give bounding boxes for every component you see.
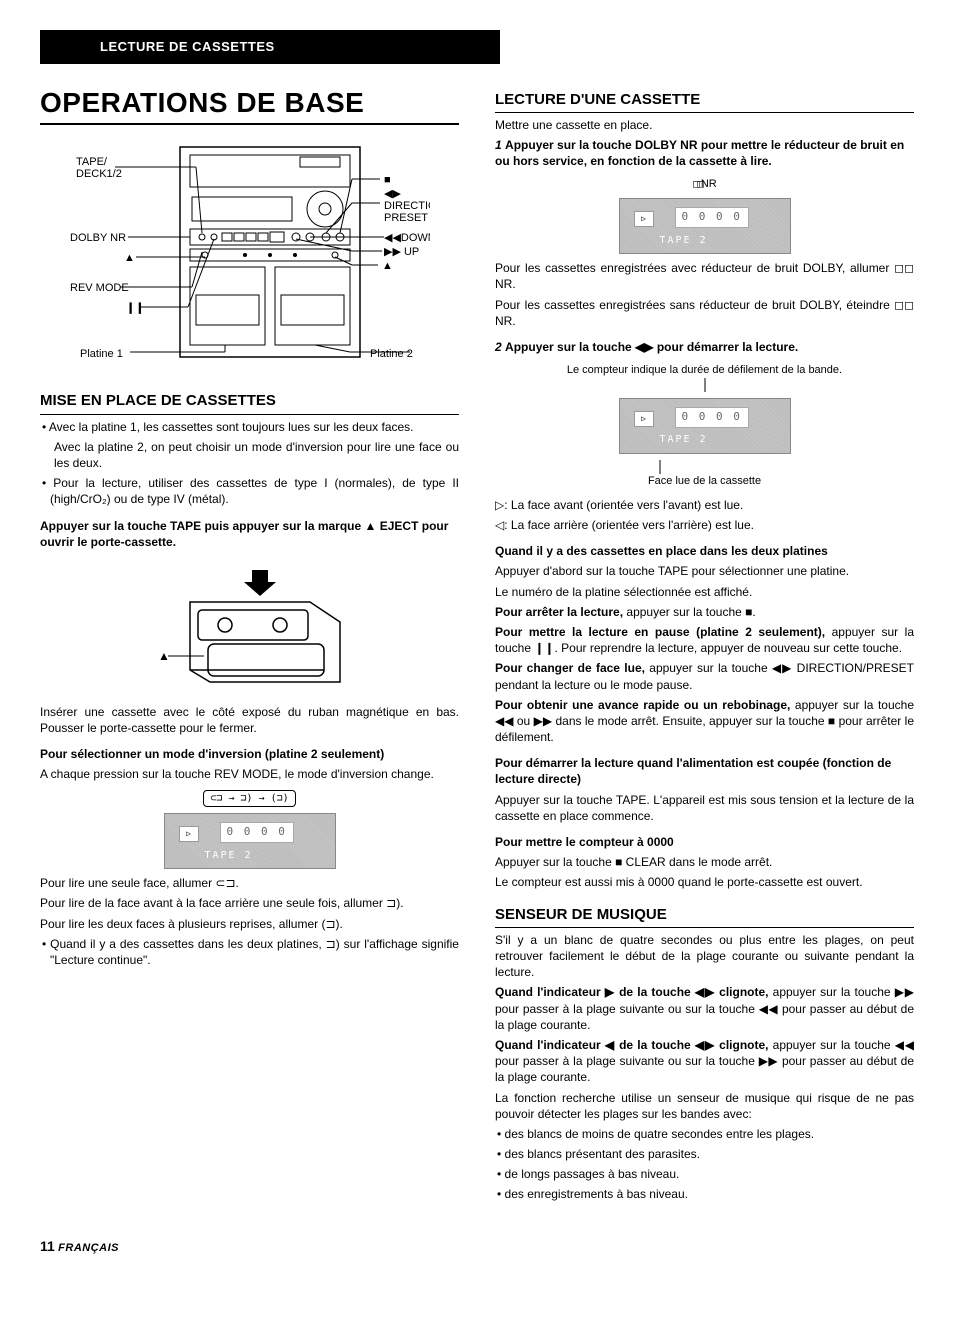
device-diagram: TAPE/ DECK1/2 DOLBY NR ▲ REV MODE ❙❙ Pla… [40, 137, 459, 377]
text-single-side: Pour lire une seule face, allumer ⊂⊐. [40, 875, 459, 891]
text-platine2-note: Avec la platine 2, on peut choisir un mo… [40, 439, 459, 471]
step-1: 1 Appuyer sur la touche DOLBY NR pour me… [495, 137, 914, 329]
svg-text:▶▶ UP: ▶▶ UP [384, 246, 419, 258]
nr-label: NR [495, 177, 914, 192]
svg-text:DOLBY NR: DOLBY NR [70, 232, 126, 244]
svg-text:DECK1/2: DECK1/2 [76, 168, 122, 180]
display-play: ▷ 0 0 0 0 TAPE 2 [619, 398, 791, 454]
limit-1: • des blancs de moins de quatre secondes… [495, 1126, 914, 1142]
limit-2: • des blancs présentant des parasites. [495, 1146, 914, 1162]
svg-text:DIRECTION/: DIRECTION/ [384, 200, 430, 212]
svg-text:PRESET: PRESET [384, 212, 428, 224]
svg-text:REV MODE: REV MODE [70, 282, 129, 294]
svg-text:▲: ▲ [124, 252, 135, 264]
svg-text:❙❙: ❙❙ [126, 302, 144, 314]
limit-4: • des enregistrements à bas niveau. [495, 1186, 914, 1202]
page-footer: 11 FRANÇAIS [40, 1237, 914, 1256]
text-insert-cassette: Insérer une cassette avec le côté exposé… [40, 704, 459, 736]
section-header-bar: LECTURE DE CASSETTES [40, 30, 500, 64]
rev-cycle-diagram: ⊂⊐ → ⊐) → (⊐) [40, 789, 459, 808]
text-sensor-limits: La fonction recherche utilise un senseur… [495, 1090, 914, 1122]
svg-text:◀▶: ◀▶ [384, 188, 401, 200]
svg-text:TAPE/: TAPE/ [76, 156, 108, 168]
limit-3: • de longs passages à bas niveau. [495, 1166, 914, 1182]
text-front-back-once: Pour lire de la face avant à la face arr… [40, 895, 459, 911]
svg-text:Platine 2: Platine 2 [370, 348, 413, 360]
text-pause: Pour mettre la lecture en pause (platine… [495, 624, 914, 656]
caption-face: Face lue de la cassette [495, 474, 914, 489]
svg-text:◀◀DOWN: ◀◀DOWN [384, 232, 430, 244]
text-select-deck: Appuyer d'abord sur la touche TAPE pour … [495, 563, 914, 579]
text-rear-face: ◁: La face arrière (orientée vers l'arri… [495, 517, 914, 533]
heading-eject: Appuyer sur la touche TAPE puis appuyer … [40, 518, 459, 550]
eject-diagram: ▲ [40, 562, 459, 692]
text-sensor-intro: S'il y a un blanc de quatre secondes ou … [495, 932, 914, 981]
text-direct-play: Appuyer sur la touche TAPE. L'appareil e… [495, 792, 914, 824]
two-column-layout: OPERATIONS DE BASE [40, 76, 914, 1207]
svg-text:■: ■ [384, 174, 391, 186]
left-column: OPERATIONS DE BASE [40, 76, 459, 1207]
language-label: FRANÇAIS [58, 1242, 119, 1254]
text-continuous: • Quand il y a des cassettes dans les de… [40, 936, 459, 968]
right-column: LECTURE D'UNE CASSETTE Mettre une casset… [495, 76, 914, 1207]
heading-mise-en-place: MISE EN PLACE DE CASSETTES [40, 391, 459, 414]
heading-direct-play: Pour démarrer la lecture quand l'aliment… [495, 755, 914, 787]
text-front-face: ▷: La face avant (orientée vers l'avant)… [495, 497, 914, 513]
text-sensor-rev: Quand l'indicateur ◀ de la touche ◀▶ cli… [495, 1037, 914, 1086]
heading-both-decks: Quand il y a des cassettes en place dans… [495, 543, 914, 559]
text-rev-mode: A chaque pression sur la touche REV MODE… [40, 766, 459, 782]
text-tape-types: • Pour la lecture, utiliser des cassette… [40, 475, 459, 507]
text-platine1-note: • Avec la platine 1, les cassettes sont … [40, 419, 459, 435]
step-2: 2 Appuyer sur la touche ◀▶ pour démarrer… [495, 339, 914, 533]
display-dolby: ▷ 0 0 0 0 TAPE 2 [619, 198, 791, 254]
heading-music-sensor: SENSEUR DE MUSIQUE [495, 905, 914, 928]
heading-reset-counter: Pour mettre le compteur à 0000 [495, 834, 914, 850]
text-clear-open: Le compteur est aussi mis à 0000 quand l… [495, 874, 914, 890]
text-dolby-off: Pour les cassettes enregistrées sans réd… [495, 297, 914, 329]
text-ff-rw: Pour obtenir une avance rapide ou un reb… [495, 697, 914, 746]
svg-text:Platine 1: Platine 1 [80, 348, 123, 360]
text-sensor-fwd: Quand l'indicateur ▶ de la touche ◀▶ cli… [495, 984, 914, 1033]
page-number: 11 [40, 1238, 55, 1254]
text-both-repeat: Pour lire les deux faces à plusieurs rep… [40, 916, 459, 932]
heading-lecture-cassette: LECTURE D'UNE CASSETTE [495, 90, 914, 113]
text-deck-number: Le numéro de la platine sélectionnée est… [495, 584, 914, 600]
text-clear: Appuyer sur la touche ■ CLEAR dans le mo… [495, 854, 914, 870]
text-stop: Pour arrêter la lecture, appuyer sur la … [495, 604, 914, 620]
text-insert: Mettre une cassette en place. [495, 117, 914, 133]
caption-counter: Le compteur indique la durée de défileme… [495, 363, 914, 378]
heading-rev-mode: Pour sélectionner un mode d'inversion (p… [40, 746, 459, 762]
main-title: OPERATIONS DE BASE [40, 84, 459, 126]
text-dolby-on: Pour les cassettes enregistrées avec réd… [495, 260, 914, 292]
text-change-side: Pour changer de face lue, appuyer sur la… [495, 660, 914, 692]
display-rev-mode: ▷ 0 0 0 0 TAPE 2 [164, 813, 336, 869]
svg-text:▲: ▲ [382, 260, 393, 272]
